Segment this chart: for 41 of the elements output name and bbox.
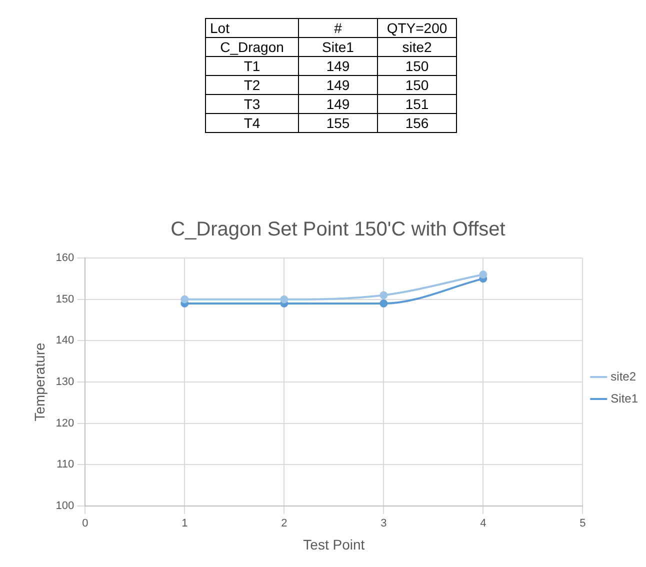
text: site2 bbox=[378, 38, 456, 56]
y-tick-label: 110 bbox=[56, 458, 74, 471]
y-tick-label: 140 bbox=[56, 334, 74, 347]
x-axis-title: Test Point bbox=[303, 536, 365, 552]
y-axis-title: Temperature bbox=[31, 342, 48, 422]
text: 150 bbox=[378, 56, 456, 76]
x-tick-label: 1 bbox=[182, 518, 188, 530]
text: Lot bbox=[206, 18, 298, 38]
text: T1 bbox=[206, 56, 298, 76]
x-tick-label: 4 bbox=[480, 518, 486, 530]
x-tick-label: 5 bbox=[580, 518, 586, 530]
legend-label: site2 bbox=[610, 369, 636, 384]
text: QTY=200 bbox=[378, 18, 456, 38]
text: 149 bbox=[298, 56, 378, 76]
point bbox=[479, 270, 488, 279]
text: C_Dragon bbox=[206, 38, 298, 56]
text: 151 bbox=[378, 94, 456, 114]
legend-label: Site1 bbox=[610, 391, 638, 406]
x-tick-label: 3 bbox=[380, 518, 387, 530]
text: 156 bbox=[378, 114, 456, 132]
y-tick-label: 150 bbox=[56, 293, 74, 306]
point bbox=[380, 299, 388, 308]
x-tick-label: 2 bbox=[281, 518, 288, 530]
chart-title: C_Dragon Set Point 150'C with Offset bbox=[170, 218, 506, 241]
y-tick-label: 120 bbox=[56, 417, 74, 430]
text: Site1 bbox=[298, 38, 378, 56]
point bbox=[280, 295, 288, 304]
text: 150 bbox=[378, 76, 456, 94]
text: T3 bbox=[206, 94, 298, 114]
text: 149 bbox=[298, 76, 378, 94]
y-tick-label: 160 bbox=[56, 252, 74, 264]
y-tick-label: 130 bbox=[56, 376, 74, 388]
text: # bbox=[298, 18, 378, 38]
x-tick-label: 0 bbox=[82, 518, 88, 530]
text: T2 bbox=[206, 76, 298, 94]
text: T4 bbox=[206, 114, 298, 132]
point bbox=[380, 291, 388, 300]
point bbox=[180, 295, 189, 304]
y-tick-label: 100 bbox=[56, 500, 74, 512]
text: 155 bbox=[298, 114, 378, 132]
text: 149 bbox=[298, 94, 378, 114]
